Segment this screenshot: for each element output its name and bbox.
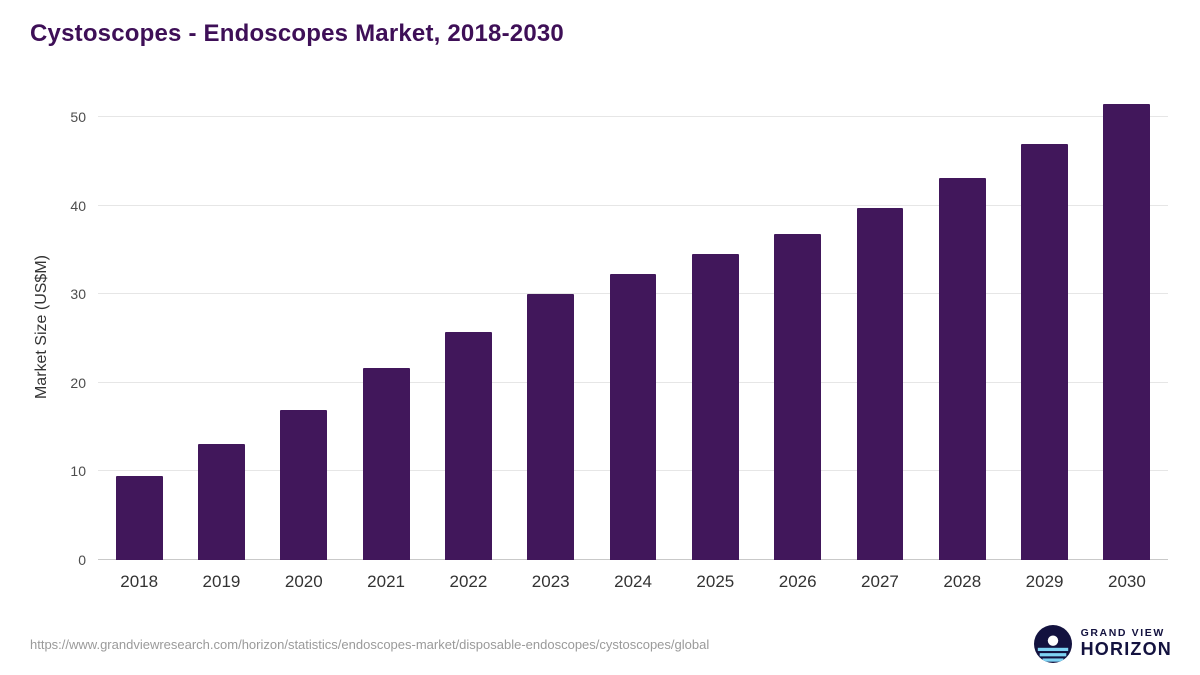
bar-slot <box>674 95 756 560</box>
y-axis-ticks: 0 10 20 30 40 50 <box>56 95 98 568</box>
bar-2024 <box>609 273 657 560</box>
x-tick-label: 2030 <box>1107 572 1146 591</box>
x-tick-label: 2025 <box>696 572 735 591</box>
footer: https://www.grandviewresearch.com/horizo… <box>30 625 1172 663</box>
bar-slot <box>839 95 921 560</box>
bar-2022 <box>444 331 492 560</box>
bar-slot <box>345 95 427 560</box>
x-tick-label: 2028 <box>943 572 982 591</box>
x-tick-label: 2018 <box>120 572 159 591</box>
y-tick-label: 0 <box>78 552 86 568</box>
x-tick-label: 2024 <box>614 572 652 591</box>
bar-slot <box>427 95 509 560</box>
x-tick-label: 2020 <box>284 572 323 591</box>
y-tick-label: 40 <box>70 197 86 214</box>
x-tick-label: 2021 <box>367 572 405 591</box>
y-axis-title: Market Size (US$M) <box>28 95 56 560</box>
bar-2025 <box>691 254 739 560</box>
bar-slot <box>1003 95 1085 560</box>
bar-2027 <box>856 208 904 560</box>
bar-2028 <box>938 178 986 560</box>
y-tick-label: 20 <box>70 374 86 391</box>
gridline <box>98 204 1168 206</box>
logo-text-grand-view: GRAND VIEW <box>1080 627 1165 640</box>
source-url: https://www.grandviewresearch.com/horizo… <box>30 636 710 652</box>
x-tick-label: 2019 <box>202 572 241 591</box>
bar-slot <box>921 95 1003 560</box>
x-tick-label: 2029 <box>1025 572 1064 591</box>
bar-2020 <box>280 410 328 560</box>
bar-2026 <box>774 234 822 560</box>
logo-text-horizon: HORIZON <box>1080 638 1172 659</box>
bar-2030 <box>1103 103 1151 560</box>
bar-2019 <box>198 443 245 560</box>
x-tick-label: 2023 <box>531 572 570 591</box>
x-tick-label: 2027 <box>861 572 899 591</box>
bar-slot <box>510 95 592 560</box>
horizon-sun-icon <box>1033 625 1072 663</box>
bar-slot <box>592 95 674 560</box>
bar-slot <box>1086 95 1168 560</box>
bar-slot <box>180 95 262 560</box>
bar-slot <box>757 95 839 560</box>
bar-2021 <box>362 367 410 560</box>
bar-2023 <box>527 294 575 560</box>
x-axis-labels: 2018 2019 2020 2021 2022 2023 2024 2025 2026 2027… <box>98 560 1168 592</box>
bar-2018 <box>115 475 163 560</box>
y-tick-label: 30 <box>70 286 86 303</box>
y-tick-label: 50 <box>70 109 86 126</box>
y-tick-label: 10 <box>70 463 86 480</box>
x-tick-label: 2026 <box>778 572 817 591</box>
bar-2029 <box>1021 143 1069 560</box>
bars-container <box>98 95 1168 560</box>
bar-chart: Market Size (US$M) 0 10 20 30 40 50 2018 2019 2… <box>28 95 1168 592</box>
bar-slot <box>263 95 345 560</box>
logo-text: GRAND VIEW HORIZON <box>1081 628 1172 659</box>
bar-slot <box>98 95 180 560</box>
plot-column: 2018 2019 2020 2021 2022 2023 2024 2025 2026 2027… <box>98 95 1168 592</box>
chart-title: Cystoscopes - Endoscopes Market, 2018-20… <box>30 20 564 47</box>
grand-view-horizon-logo: GRAND VIEW HORIZON <box>1033 625 1172 663</box>
gridline <box>98 116 1168 118</box>
x-tick-label: 2022 <box>449 572 488 591</box>
y-axis-title-text: Market Size (US$M) <box>33 255 50 400</box>
plot-area <box>98 95 1168 560</box>
